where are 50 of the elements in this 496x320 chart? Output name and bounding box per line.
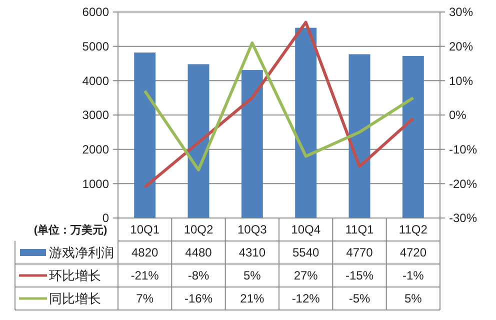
data-label: -16% (184, 292, 213, 306)
y-tick-label: 3000 (82, 108, 110, 122)
bar (188, 64, 210, 218)
y-tick-label: 5000 (82, 40, 110, 54)
data-label: -1% (402, 268, 424, 283)
y2-tick-label: -10% (449, 142, 478, 157)
data-label: -12% (292, 292, 320, 306)
data-label: 27% (294, 268, 318, 283)
y-tick-label: 6000 (82, 5, 110, 20)
text: (单位：万美元) (34, 223, 108, 236)
legend-label: 游戏净利润 (49, 245, 114, 260)
bar (241, 70, 263, 218)
data-label: -5% (348, 292, 370, 306)
y2-tick-label: 10% (449, 74, 474, 88)
y-tick-label: 0 (102, 211, 110, 226)
bar (402, 56, 424, 218)
x-tick-label: 10Q1 (130, 222, 160, 237)
data-label: 7% (136, 292, 154, 306)
y2-tick-label: -20% (449, 176, 478, 191)
y-tick-label: 1000 (82, 176, 110, 191)
data-label: 4720 (400, 246, 427, 260)
x-tick-label: 10Q3 (237, 222, 268, 237)
legend-label: 环比增长 (49, 268, 101, 284)
y2-tick-label: -30% (449, 211, 478, 226)
y-tick-label: 4000 (82, 74, 110, 88)
x-tick-label: 11Q1 (345, 222, 374, 237)
data-label: 5540 (292, 246, 320, 260)
data-label: 4770 (346, 246, 374, 260)
data-label: 4480 (185, 246, 212, 260)
data-label: 4820 (131, 246, 159, 260)
data-label: 5% (243, 268, 262, 283)
x-tick-label: 10Q4 (291, 222, 321, 237)
data-label: -8% (188, 268, 210, 283)
data-label: -21% (130, 268, 160, 283)
y2-tick-label: 0% (449, 108, 467, 122)
x-tick-label: 10Q2 (184, 222, 214, 237)
bar (348, 54, 370, 218)
legend-label: 同比增长 (49, 291, 101, 306)
line-series (143, 41, 415, 172)
line-series (143, 20, 415, 189)
y-tick-label: 2000 (82, 142, 110, 157)
data-label: 5% (404, 292, 422, 306)
data-label: 21% (240, 292, 264, 306)
bar (295, 28, 317, 218)
bar (134, 52, 156, 218)
data-label: -15% (345, 268, 374, 283)
x-tick-label: 11Q2 (398, 222, 428, 237)
y2-tick-label: 30% (449, 5, 474, 20)
y2-tick-label: 20% (449, 40, 474, 54)
data-label: 4310 (238, 246, 266, 260)
